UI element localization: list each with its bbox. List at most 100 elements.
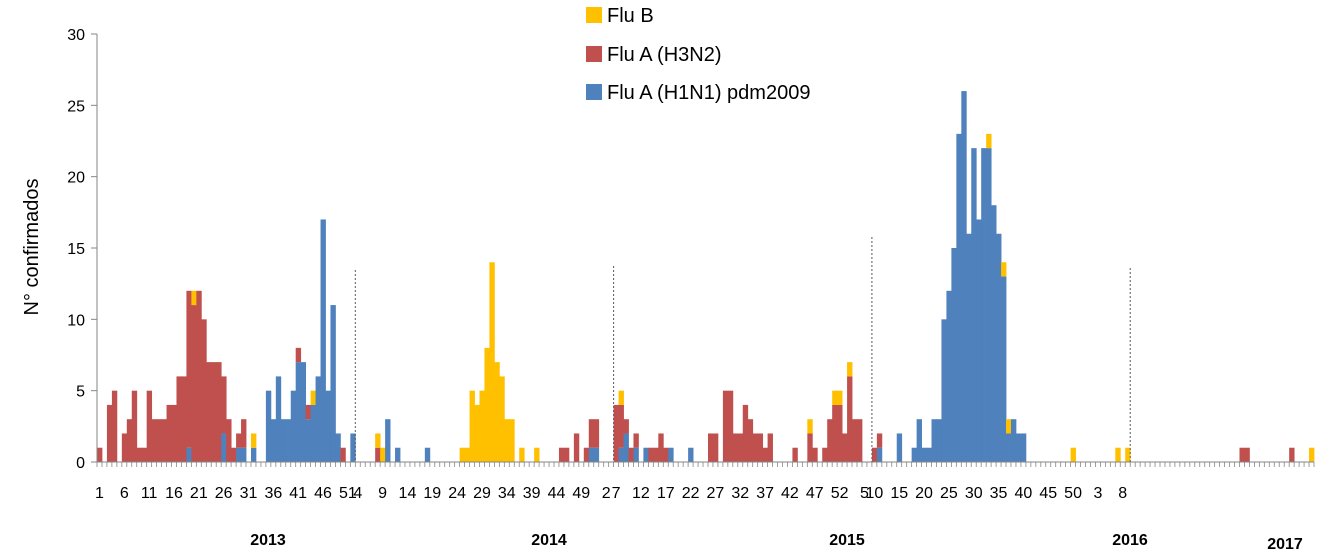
y-axis-label: N° confirmados (21, 179, 43, 316)
bar-flu-a-h3n2 (226, 419, 232, 462)
bar-flu-a-h1n1 (300, 362, 307, 462)
x-tick-label: 31 (240, 485, 258, 502)
bar-flu-b (807, 419, 813, 434)
bar-flu-a-h1n1 (911, 447, 918, 462)
x-tick-label: 51 (339, 485, 357, 502)
bar-flu-a-h3n2 (852, 419, 858, 462)
bar-flu-b (1115, 447, 1121, 462)
bar-flu-a-h1n1 (1001, 276, 1007, 462)
bar-flu-a-h3n2 (151, 419, 158, 462)
bar-flu-a-h3n2 (857, 419, 863, 462)
bar-flu-a-h1n1 (330, 305, 336, 462)
bar-flu-b (494, 362, 500, 462)
bar-flu-a-h3n2 (136, 447, 143, 462)
bar-flu-a-h1n1 (926, 447, 932, 462)
bar-flu-a-h3n2 (558, 447, 565, 462)
bar-flu-a-h3n2 (623, 419, 629, 434)
bar-flu-b (464, 447, 470, 462)
bar-flu-a-h3n2 (166, 404, 172, 462)
x-tick-label: 2 (602, 485, 611, 502)
bar-flu-a-h3n2 (126, 419, 133, 462)
x-tick-label: 40 (1015, 485, 1033, 502)
bar-flu-a-h1n1 (320, 219, 326, 462)
bar-flu-a-h3n2 (295, 347, 302, 363)
x-tick-label: 42 (781, 485, 799, 502)
x-tick-label: 26 (215, 485, 233, 502)
legend-swatch (586, 46, 602, 62)
bar-flu-a-h1n1 (285, 419, 292, 462)
x-tick-label: 24 (448, 485, 466, 502)
bar-flu-a-h3n2 (822, 447, 828, 462)
bar-flu-a-h3n2 (653, 447, 659, 462)
bar-flu-a-h3n2 (847, 376, 853, 462)
bar-flu-a-h3n2 (842, 433, 848, 462)
bar-flu-a-h3n2 (757, 433, 764, 462)
x-tick-label: 34 (498, 485, 516, 502)
bar-flu-a-h1n1 (931, 419, 937, 462)
y-tick-label: 10 (67, 312, 85, 329)
bar-flu-a-h3n2 (742, 404, 749, 462)
bar-flu-a-h1n1 (385, 419, 391, 462)
bar-flu-a-h3n2 (837, 404, 843, 462)
bar-flu-a-h3n2 (712, 433, 719, 462)
x-tick-label: 39 (523, 485, 541, 502)
x-tick-label: 6 (120, 485, 129, 502)
legend-label: Flu A (H3N2) (607, 44, 721, 66)
x-tick-label: 8 (1118, 485, 1127, 502)
bar-flu-a-h1n1 (265, 390, 272, 462)
x-tick-label: 10 (865, 485, 883, 502)
bar-flu-a-h3n2 (340, 447, 346, 462)
bar-flu-a-h1n1 (976, 219, 982, 462)
bar-flu-b (479, 390, 485, 462)
x-tick-label: 5 (860, 485, 869, 502)
bar-flu-a-h1n1 (1020, 433, 1027, 462)
bar-flu-a-h3n2 (206, 362, 212, 462)
bar-flu-a-h1n1 (275, 376, 282, 462)
bar-flu-b (474, 404, 480, 462)
legend-swatch (586, 84, 602, 100)
x-tick-label: 30 (965, 485, 983, 502)
bar-flu-a-h1n1 (946, 290, 952, 462)
bar-flu-a-h1n1 (305, 419, 311, 462)
bar-flu-a-h3n2 (871, 447, 878, 462)
x-tick-label: 15 (890, 485, 908, 502)
bar-flu-a-h1n1 (936, 419, 942, 462)
bar-flu-a-h3n2 (241, 419, 247, 448)
bar-flu-b (534, 447, 540, 462)
bar-flu-a-h3n2 (305, 404, 311, 420)
bar-flu-a-h1n1 (896, 433, 903, 462)
bar-flu-a-h1n1 (916, 419, 922, 462)
bar-flu-a-h3n2 (633, 433, 639, 448)
x-tick-label: 46 (314, 485, 332, 502)
bar-flu-a-h3n2 (97, 447, 103, 462)
bar-flu-b (837, 390, 843, 405)
bar-flu-a-h3n2 (171, 404, 177, 462)
y-tick-label: 15 (67, 241, 85, 258)
legend-swatch (586, 7, 602, 23)
year-labels: 2013 2014 2015 2016 2017 (250, 532, 1303, 552)
y-ticks: 0 5 10 15 20 25 30 (67, 27, 97, 472)
x-tick-label: 45 (1039, 485, 1057, 502)
x-tick-label: 50 (1064, 485, 1082, 502)
bar-flu-a-h1n1 (424, 447, 431, 462)
bar-flu-a-h1n1 (593, 447, 600, 462)
y-tick-label: 20 (67, 170, 85, 187)
bar-flu-b (504, 419, 510, 462)
x-tick-label: 27 (707, 485, 725, 502)
y-tick-label: 30 (67, 27, 85, 44)
y-tick-label: 0 (76, 455, 85, 472)
bar-flu-a-h3n2 (186, 290, 192, 448)
x-tick-label: 52 (831, 485, 849, 502)
bar-flu-a-h1n1 (966, 233, 972, 462)
bar-flu-a-h1n1 (221, 433, 227, 462)
bar-flu-a-h3n2 (876, 433, 883, 448)
bar-flu-a-h3n2 (196, 290, 202, 462)
year-label: 2014 (531, 532, 567, 549)
bar-flu-a-h3n2 (613, 404, 619, 462)
bar-flu-b (375, 433, 381, 448)
bar-flu-a-h1n1 (1006, 433, 1012, 462)
bar-flu-a-h1n1 (186, 447, 192, 462)
x-tick-label: 49 (572, 485, 590, 502)
y-tick-label: 25 (67, 98, 85, 115)
